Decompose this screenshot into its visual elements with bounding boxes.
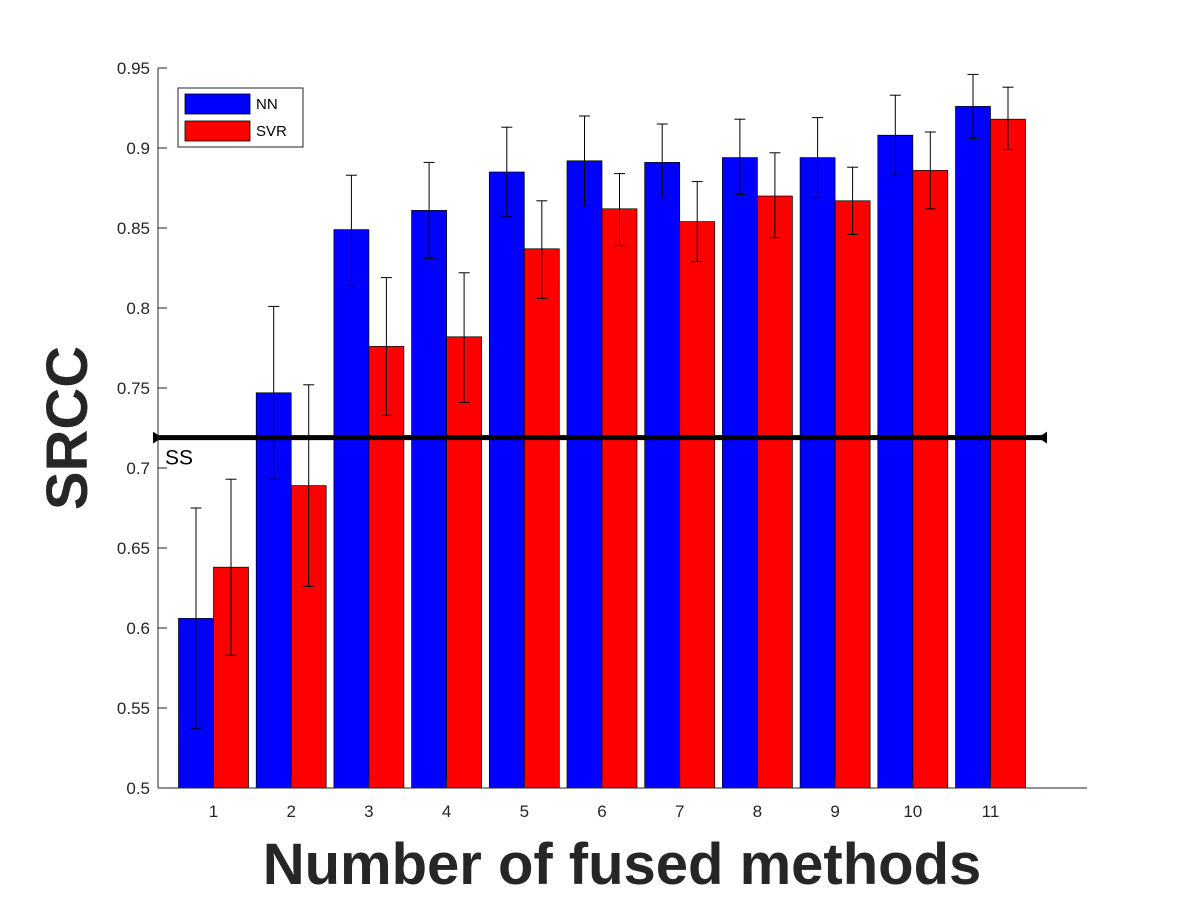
error-bar-svr-10 bbox=[924, 131, 936, 210]
x-axis-title: Number of fused methods bbox=[263, 832, 982, 897]
y-tick-label: 0.9 bbox=[126, 139, 150, 158]
x-tick-label: 11 bbox=[982, 802, 1000, 821]
legend-swatch-nn bbox=[184, 93, 251, 115]
x-tick-label: 10 bbox=[903, 802, 922, 821]
reference-line-right-cap bbox=[1038, 431, 1047, 444]
error-bar-nn-3 bbox=[345, 174, 357, 287]
bar-nn-3 bbox=[333, 229, 370, 789]
bar-svr-6 bbox=[601, 208, 638, 789]
y-tick-label: 0.8 bbox=[126, 299, 150, 318]
error-bar-nn-5 bbox=[501, 126, 513, 218]
x-tick-label: 3 bbox=[364, 802, 373, 821]
bar-svr-4 bbox=[446, 336, 482, 789]
reference-line-label: SS bbox=[165, 447, 193, 470]
bar-nn-10 bbox=[877, 134, 914, 789]
x-tick-label: 1 bbox=[209, 802, 218, 821]
bar-svr-5 bbox=[523, 248, 560, 789]
x-tick-label: 9 bbox=[830, 802, 839, 821]
error-bar-svr-7 bbox=[691, 181, 703, 263]
y-ticks: 0.5 0.55 0.6 0.65 0.7 0.75 0.8 0.85 0.9 0.95 bbox=[117, 59, 167, 798]
error-bar-nn-9 bbox=[812, 117, 824, 199]
legend: NN SVR bbox=[177, 87, 304, 148]
error-bar-svr-4 bbox=[458, 272, 470, 403]
bar-nn-5 bbox=[488, 171, 525, 789]
y-axis-title: SRCC bbox=[35, 346, 100, 510]
bar-svr-10 bbox=[912, 170, 949, 789]
bar-nn-8 bbox=[722, 157, 758, 789]
y-tick-label: 0.85 bbox=[117, 219, 150, 238]
x-tick-label: 7 bbox=[675, 802, 684, 821]
legend-label-nn: NN bbox=[256, 96, 278, 113]
error-bar-svr-8 bbox=[769, 152, 781, 239]
bars-layer bbox=[178, 106, 1026, 789]
error-bar-svr-1 bbox=[225, 478, 237, 656]
x-tick-label: 8 bbox=[753, 802, 762, 821]
bar-svr-11 bbox=[990, 118, 1026, 789]
bar-svr-3 bbox=[368, 346, 405, 789]
error-bar-nn-8 bbox=[734, 118, 746, 195]
x-tick-label: 4 bbox=[442, 802, 451, 821]
error-bar-nn-2 bbox=[268, 305, 280, 480]
x-ticks: 1 2 3 4 5 6 7 8 9 10 11 bbox=[209, 779, 1000, 821]
bar-svr-8 bbox=[757, 195, 793, 789]
error-bar-svr-5 bbox=[536, 200, 548, 299]
bar-svr-7 bbox=[679, 221, 716, 789]
error-bar-nn-10 bbox=[889, 94, 901, 176]
bar-nn-7 bbox=[644, 162, 681, 789]
bar-svr-9 bbox=[834, 200, 871, 789]
y-tick-label: 0.6 bbox=[126, 619, 150, 638]
error-bars-layer bbox=[190, 73, 1014, 730]
error-bar-svr-2 bbox=[303, 384, 315, 587]
y-tick-label: 0.55 bbox=[117, 699, 150, 718]
error-bar-nn-4 bbox=[423, 161, 435, 259]
y-tick-label: 0.75 bbox=[117, 379, 150, 398]
y-tick-label: 0.7 bbox=[126, 459, 150, 478]
error-bar-svr-6 bbox=[614, 173, 625, 247]
bar-nn-9 bbox=[799, 157, 836, 789]
error-bar-nn-11 bbox=[967, 73, 979, 139]
x-tick-label: 5 bbox=[520, 802, 529, 821]
bar-nn-6 bbox=[566, 160, 603, 789]
error-bar-nn-1 bbox=[190, 507, 202, 730]
y-tick-label: 0.95 bbox=[117, 59, 150, 78]
legend-swatch-svr bbox=[184, 120, 251, 142]
axes-layer bbox=[157, 68, 1087, 789]
error-bar-svr-11 bbox=[1002, 86, 1014, 151]
legend-label-svr: SVR bbox=[256, 123, 287, 140]
error-bar-svr-3 bbox=[380, 277, 392, 416]
x-tick-label: 6 bbox=[597, 802, 606, 821]
bar-nn-11 bbox=[955, 106, 991, 789]
bar-nn-4 bbox=[411, 210, 447, 789]
y-tick-label: 0.65 bbox=[117, 539, 150, 558]
error-bar-svr-9 bbox=[847, 166, 859, 235]
y-tick-label: 0.5 bbox=[126, 779, 150, 798]
error-bar-nn-7 bbox=[656, 123, 668, 199]
x-tick-label: 2 bbox=[286, 802, 295, 821]
error-bar-nn-6 bbox=[579, 115, 590, 207]
